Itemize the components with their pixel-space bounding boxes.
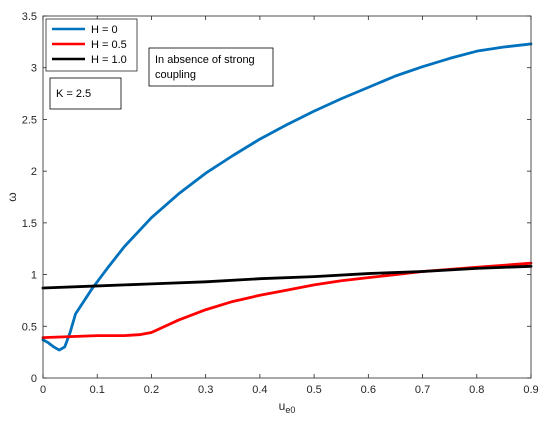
legend-label-h05: H = 0.5 <box>91 39 127 51</box>
y-tick-label: 1.5 <box>22 218 37 230</box>
y-tick-label: 3.5 <box>22 11 37 23</box>
legend-label-h1: H = 1.0 <box>91 54 127 66</box>
y-tick-label: 0 <box>31 373 37 385</box>
plot-background <box>43 16 531 378</box>
x-tick-label: 0.7 <box>415 384 430 396</box>
x-axis-label: ue0 <box>279 399 296 415</box>
coupling-annotation-line1: In absence of strong <box>155 54 255 66</box>
y-tick-label: 2 <box>31 166 37 178</box>
x-tick-label: 0.3 <box>198 384 213 396</box>
x-tick-label: 0.1 <box>90 384 105 396</box>
legend-label-h0: H = 0 <box>91 24 118 36</box>
y-axis-label: ω <box>5 192 19 201</box>
y-ticks: 0 0.5 1 1.5 2 2.5 3 3.5 <box>22 11 531 385</box>
x-tick-label: 0.5 <box>306 384 321 396</box>
coupling-annotation: In absence of strong coupling <box>148 47 274 87</box>
x-tick-label: 0 <box>40 384 46 396</box>
x-tick-label: 0.9 <box>523 384 538 396</box>
x-axis-label-sub: e0 <box>285 405 295 415</box>
coupling-annotation-box <box>148 47 274 87</box>
series-line-h1 <box>41 264 533 290</box>
y-tick-label: 0.5 <box>22 321 37 333</box>
legend: H = 0 H = 0.5 H = 1.0 <box>45 18 138 72</box>
x-ticks: 0 0.1 0.2 0.3 0.4 0.5 0.6 0.7 0.8 0.9 <box>40 16 539 396</box>
series-layer <box>41 42 533 352</box>
x-axis-label-main: u <box>279 399 286 413</box>
k-annotation: K = 2.5 <box>49 77 122 110</box>
plot-frame <box>42 15 532 379</box>
coupling-annotation-line2: coupling <box>155 69 196 81</box>
y-tick-label: 1 <box>31 270 37 282</box>
y-tick-label: 3 <box>31 63 37 75</box>
k-annotation-text: K = 2.5 <box>56 88 91 100</box>
x-tick-label: 0.8 <box>469 384 484 396</box>
series-line-h0 <box>41 42 533 352</box>
x-tick-label: 0.4 <box>252 384 267 396</box>
y-tick-label: 2.5 <box>22 114 37 126</box>
x-tick-label: 0.2 <box>144 384 159 396</box>
x-tick-label: 0.6 <box>361 384 376 396</box>
k-annotation-box <box>49 77 122 110</box>
